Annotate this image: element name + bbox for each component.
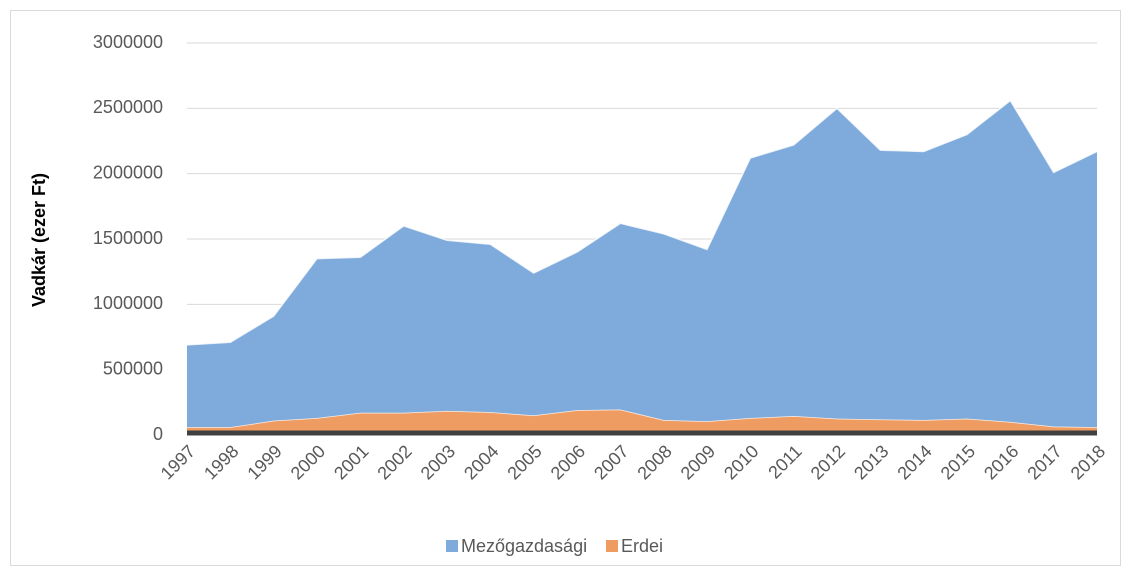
legend-swatch xyxy=(446,540,458,552)
legend-label: Mezőgazdasági xyxy=(461,536,587,556)
y-tick-label: 2000000 xyxy=(93,162,163,182)
area-edge xyxy=(186,99,1098,346)
area xyxy=(187,100,1097,428)
legend-label: Erdei xyxy=(621,536,663,556)
legend-swatch xyxy=(606,540,618,552)
y-tick-label: 2500000 xyxy=(93,97,163,117)
y-tick-label: 3000000 xyxy=(93,32,163,52)
area xyxy=(187,409,1097,435)
y-tick-label: 1000000 xyxy=(93,293,163,313)
y-axis-title: Vadkár (ezer Ft) xyxy=(29,173,49,307)
y-tick-label: 500000 xyxy=(103,358,163,378)
y-tick-label: 0 xyxy=(153,424,163,444)
y-tick-label: 1500000 xyxy=(93,228,163,248)
